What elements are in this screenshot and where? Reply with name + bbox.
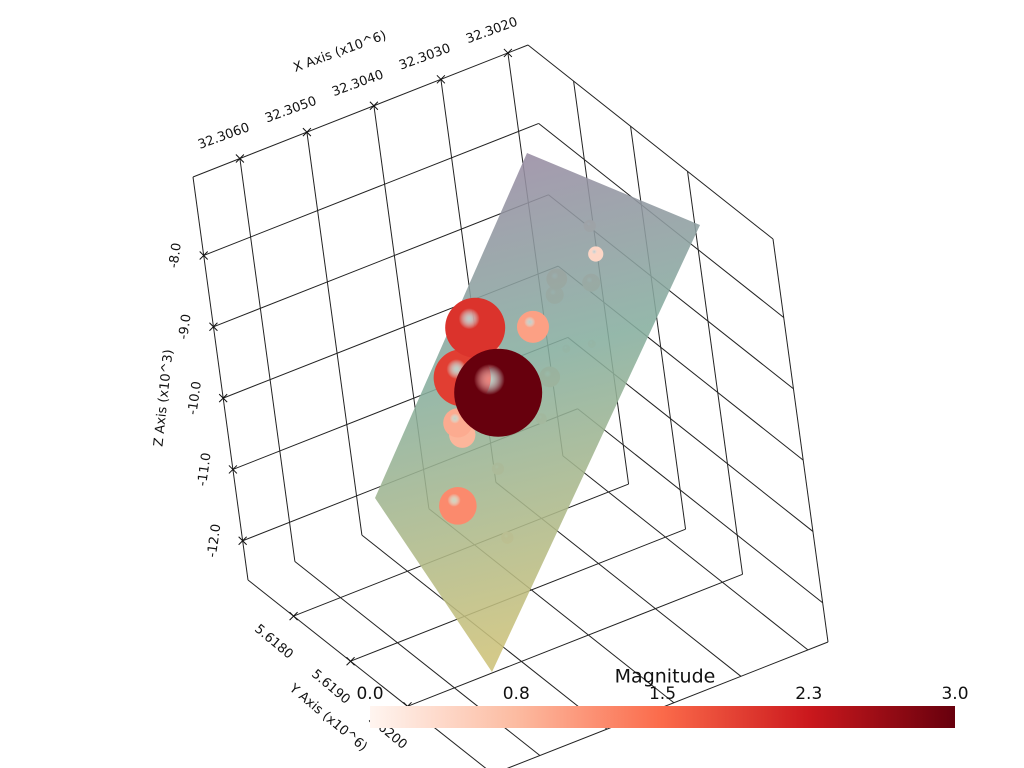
grid-line	[203, 122, 539, 256]
tick-mark	[235, 154, 245, 163]
grid-line	[407, 573, 743, 707]
sphere	[445, 297, 506, 358]
grid-line	[562, 455, 809, 651]
z-tick-label: -9.0	[176, 313, 194, 340]
sphere	[439, 487, 477, 525]
x-tick-label: 32.3050	[263, 94, 319, 126]
sphere	[516, 310, 549, 343]
colorbar	[370, 706, 955, 728]
z-tick-label: -8.0	[167, 242, 185, 269]
grid-line	[213, 194, 549, 328]
colorbar-title: Magnitude	[615, 666, 716, 688]
tick-mark	[289, 611, 298, 621]
box-edge	[527, 44, 774, 240]
tick-mark	[436, 74, 446, 84]
z-tick-label: -11.0	[195, 452, 215, 487]
colorbar-tick-label: 1.5	[649, 684, 676, 704]
grid-line	[577, 408, 823, 604]
x-tick-label: 32.3060	[196, 120, 252, 152]
grid-line	[630, 126, 687, 530]
z-tick-label: -10.0	[185, 380, 205, 415]
tick-mark	[238, 536, 247, 546]
colorbar-tick-label: 0.0	[356, 684, 383, 704]
plane	[375, 153, 700, 672]
z-axis-title: Z Axis (x10^3)	[151, 349, 176, 448]
box-edge	[506, 641, 829, 768]
colorbar-tick-label: 3.0	[941, 684, 968, 704]
tick-mark	[209, 322, 218, 332]
spheres-front	[433, 246, 604, 525]
tick-mark	[228, 465, 238, 474]
colorbar-tick-label: 0.8	[503, 684, 530, 704]
x-axis-title: X Axis (x10^6)	[292, 28, 389, 76]
sphere	[454, 348, 543, 437]
y-tick-label: 5.6180	[251, 622, 295, 663]
tick-mark	[346, 656, 355, 666]
sphere	[588, 246, 604, 262]
tick-mark	[503, 48, 513, 58]
box-edge	[772, 238, 829, 643]
grid-line	[239, 158, 296, 562]
grid-line	[687, 171, 744, 575]
box-edge	[192, 44, 529, 178]
colorbar-tick-label: 2.3	[795, 684, 822, 704]
tick-mark	[369, 101, 379, 111]
tick-mark	[199, 251, 209, 260]
z-tick-label: -12.0	[205, 523, 225, 558]
tick-mark	[218, 393, 228, 403]
box-edge	[247, 579, 487, 768]
x-tick-label: 32.3040	[330, 67, 386, 99]
tick-mark	[302, 127, 312, 137]
box-edge	[192, 176, 249, 581]
x-tick-label: 32.3020	[464, 15, 520, 47]
x-tick-label: 32.3030	[397, 41, 453, 73]
grid-line	[306, 132, 363, 536]
